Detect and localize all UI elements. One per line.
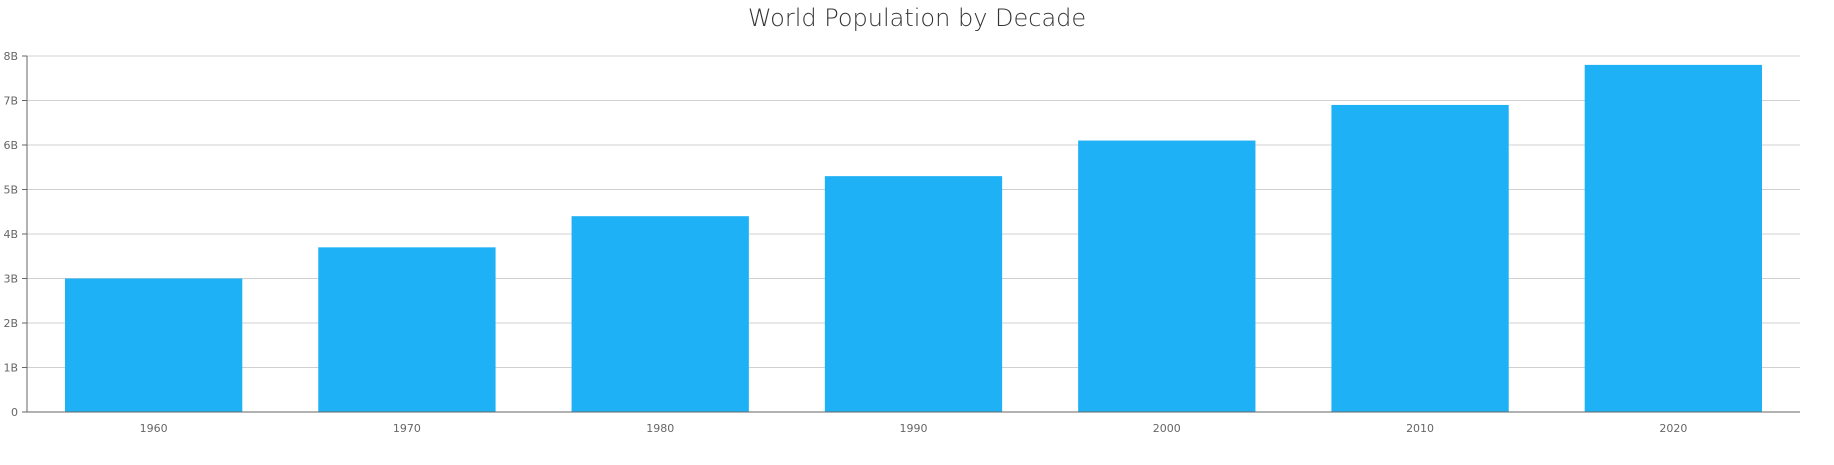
bar-1990 (824, 176, 1003, 412)
y-tick-label: 4B (3, 228, 18, 241)
x-tick-label: 2010 (1406, 422, 1434, 435)
bar-1980 (571, 216, 749, 412)
bar-2000 (1078, 140, 1256, 413)
x-tick-label: 2000 (1153, 422, 1181, 435)
x-tick-label: 1990 (900, 422, 928, 435)
chart-title: World Population by Decade (747, 4, 1087, 32)
x-tick-label: 2020 (1659, 422, 1687, 435)
y-tick-label: 1B (3, 362, 18, 375)
bar-2020 (1584, 64, 1763, 413)
y-tick-label: 7B (3, 95, 18, 108)
y-tick-label: 5B (3, 184, 18, 197)
bar-1970 (318, 247, 496, 412)
x-tick-label: 1980 (646, 422, 674, 435)
y-tick-label: 6B (3, 139, 18, 152)
y-tick-label: 3B (3, 273, 18, 286)
y-tick-label: 8B (3, 50, 18, 63)
y-tick-label: 0 (11, 406, 18, 419)
bar-2010 (1331, 104, 1509, 412)
x-tick-label: 1970 (393, 422, 421, 435)
y-tick-label: 2B (3, 317, 18, 330)
bar-1960 (64, 278, 243, 412)
x-tick-label: 1960 (140, 422, 168, 435)
